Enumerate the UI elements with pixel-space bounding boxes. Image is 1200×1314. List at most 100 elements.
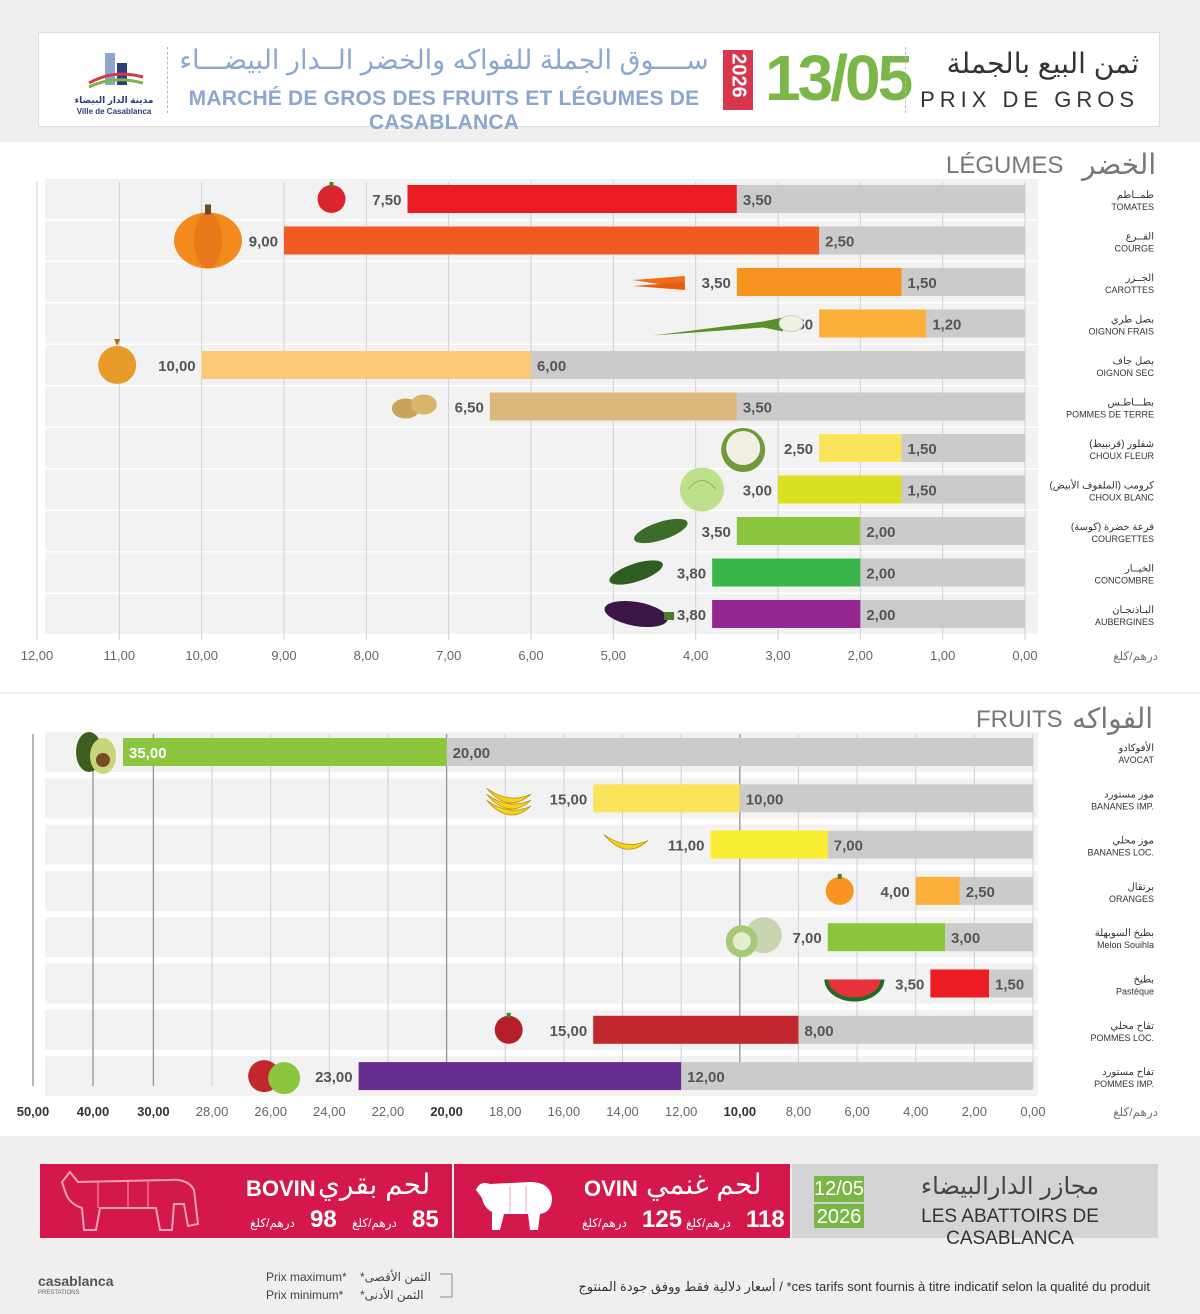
- ovin-price-max: 125: [642, 1206, 683, 1233]
- item-name-fr: BANANES IMP.: [1091, 801, 1154, 811]
- max-label: 15,00: [550, 1023, 588, 1040]
- item-name-fr: AVOCAT: [1118, 755, 1154, 765]
- item-name-fr: OIGNON SEC: [1096, 368, 1154, 378]
- item-name-ar: كرومب (الملفوف الأبيض): [1049, 480, 1154, 492]
- item-name-fr: Pastèque: [1116, 987, 1154, 997]
- bovin-unit-max: درهم/كلغ: [250, 1216, 295, 1230]
- tick-label: 2,00: [848, 648, 873, 663]
- item-name-fr: POMMES LOC.: [1090, 1033, 1154, 1043]
- legend-max-fr: Prix maximum*: [266, 1270, 347, 1284]
- row-stripe: [45, 963, 1038, 1004]
- tick-label: 10,00: [724, 1104, 757, 1119]
- bar-min: [860, 517, 1025, 545]
- bar-max: [819, 434, 902, 462]
- bar-max: [712, 600, 861, 628]
- bovin-price-min: 85: [412, 1206, 439, 1233]
- divider: [167, 47, 169, 113]
- cow-icon: [60, 1170, 200, 1231]
- price-title-fr: PRIX DE GROS: [920, 87, 1139, 112]
- tick-label: 9,00: [271, 648, 296, 663]
- bar-min: [901, 434, 1025, 462]
- min-label: 10,00: [746, 791, 784, 808]
- max-label: 3,80: [677, 566, 706, 583]
- bar-min: [860, 558, 1025, 587]
- max-label: 10,00: [158, 358, 196, 375]
- item-name-fr: CHOUX FLEUR: [1089, 451, 1154, 461]
- max-label: 9,00: [249, 234, 278, 251]
- bovin-card: لحم بقري BOVIN 98 درهم/كلغ 85 درهم/كلغ: [40, 1164, 452, 1238]
- tick-label: 8,00: [354, 648, 379, 663]
- legend-max-ar: *الثمن الأقصى: [360, 1270, 432, 1284]
- min-label: 1,50: [908, 275, 937, 292]
- item-name-fr: COURGETTES: [1091, 534, 1154, 544]
- bar-min: [798, 1015, 1033, 1044]
- bar-max: [778, 475, 902, 504]
- legend-bracket-icon: [440, 1273, 453, 1298]
- tick-label: 12,00: [665, 1104, 698, 1119]
- min-label: 1,50: [908, 483, 937, 500]
- eggplant-icon: [604, 600, 675, 628]
- vegetables-panel: LÉGUMES الخضر 3,50 7,50 طمــاطم TOMATES 2,50…: [0, 142, 1200, 692]
- max-label: 4,00: [881, 884, 910, 901]
- min-label: 1,50: [908, 441, 937, 458]
- max-label: 7,50: [372, 192, 401, 209]
- item-name-ar: بطـــاطـس: [1108, 398, 1154, 409]
- meat-prices: لحم بقري BOVIN 98 درهم/كلغ 85 درهم/كلغ ل…: [40, 1164, 1158, 1249]
- bar-max: [827, 923, 946, 952]
- tick-label: 4,00: [903, 1104, 928, 1119]
- bovin-name-ar: لحم بقري: [318, 1169, 431, 1200]
- price-title-ar: ثمن البيع بالجملة: [946, 48, 1139, 79]
- bar-min: [901, 268, 1025, 296]
- avocado-icon: [76, 732, 116, 774]
- min-label: 2,00: [866, 566, 895, 583]
- potato-icon: [391, 394, 437, 419]
- onion-icon: [98, 339, 137, 384]
- tick-label: 16,00: [548, 1104, 581, 1119]
- cabbage-icon: [680, 467, 724, 512]
- max-label: 3,50: [895, 977, 924, 994]
- item-name-fr: TOMATES: [1111, 202, 1154, 212]
- item-name-ar: بصل طري: [1111, 315, 1154, 326]
- max-label: 3,50: [702, 275, 731, 292]
- min-label: 20,00: [453, 745, 491, 762]
- bar-min: [901, 475, 1025, 504]
- item-name-fr: BANANES LOC.: [1087, 848, 1154, 858]
- sheep-icon: [476, 1182, 552, 1230]
- header: مدينة الدار البيضاء Ville de Casablanca …: [38, 32, 1160, 134]
- abattoirs-date: 12/05 2026: [814, 1176, 864, 1228]
- city-logo: مدينة الدار البيضاء Ville de Casablanca: [59, 47, 169, 117]
- market-title-ar: ســــوق الجملة للفواكه والخضر الــدار ال…: [179, 45, 709, 75]
- min-label: 1,20: [932, 317, 961, 334]
- row-stripe: [45, 870, 1038, 911]
- bovin-name-fr: BOVIN: [246, 1176, 316, 1201]
- tick-label: 6,00: [844, 1104, 869, 1119]
- ovin-price-min: 118: [746, 1206, 785, 1233]
- item-name-ar: طمــاطم: [1117, 190, 1154, 201]
- zucchini-icon: [634, 518, 688, 544]
- bar-min: [736, 185, 1025, 213]
- item-name-ar: الأفوكادو: [1117, 742, 1154, 754]
- tick-label: 4,00: [683, 648, 708, 663]
- cauliflower-icon: [721, 428, 766, 472]
- ovin-card: لحم غنمي OVIN 125 درهم/كلغ 118 درهم/كلغ: [454, 1164, 790, 1238]
- bar-max: [736, 517, 861, 545]
- unit-label: درهم/كلغ: [1113, 649, 1158, 663]
- unit-label: درهم/كلغ: [1113, 1105, 1158, 1119]
- tick-label: 24,00: [313, 1104, 346, 1119]
- vegetables-title: LÉGUMES: [946, 152, 1064, 179]
- footer-note: أسعار دلالية فقط ووفق جودة المنتوج / *ce…: [578, 1279, 1150, 1294]
- tick-label: 28,00: [196, 1104, 229, 1119]
- max-label: 2,50: [784, 441, 813, 458]
- ovin-unit-max: درهم/كلغ: [582, 1216, 627, 1230]
- tick-label: 10,00: [185, 648, 218, 663]
- max-label: 6,50: [455, 400, 484, 417]
- tick-label: 0,00: [1012, 648, 1037, 663]
- bovin-unit-min: درهم/كلغ: [352, 1216, 397, 1230]
- bar-max: [489, 392, 737, 421]
- carrot-icon: [632, 276, 685, 290]
- min-label: 6,00: [537, 358, 566, 375]
- tick-label: 3,00: [765, 648, 790, 663]
- item-name-fr: POMMES IMP.: [1094, 1079, 1154, 1089]
- bar-min: [860, 600, 1025, 628]
